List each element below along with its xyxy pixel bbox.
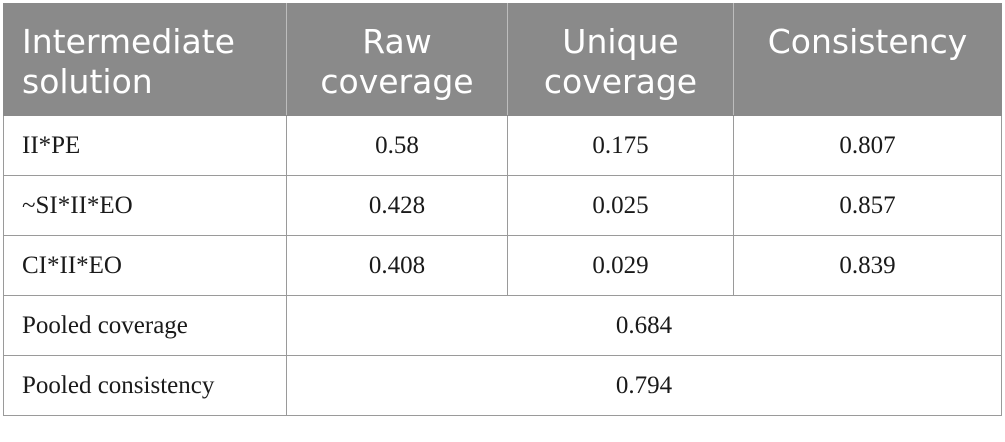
header-line: Raw [362,22,432,61]
table-row: CI*II*EO 0.408 0.029 0.839 [3,235,1002,296]
raw-coverage-cell: 0.58 [286,115,508,176]
solution-cell: CI*II*EO [3,235,287,296]
summary-value: 0.794 [286,355,1002,416]
unique-coverage-cell: 0.029 [507,235,734,296]
raw-coverage-cell: 0.428 [286,175,508,236]
summary-row-pooled-coverage: Pooled coverage 0.684 [3,295,1002,356]
table-row: ~SI*II*EO 0.428 0.025 0.857 [3,175,1002,236]
header-line: Unique [562,22,679,61]
consistency-cell: 0.857 [733,175,1002,236]
header-intermediate-solution: Intermediate solution [3,3,287,116]
unique-coverage-cell: 0.175 [507,115,734,176]
table-header: Intermediate solution Raw coverage Uniqu… [3,3,1002,116]
summary-label: Pooled consistency [3,355,287,416]
header-line: Intermediate [22,22,235,61]
header-line: Consistency [767,22,968,61]
table-body: II*PE 0.58 0.175 0.807 ~SI*II*EO 0.428 0… [3,115,1002,416]
solution-cell: II*PE [3,115,287,176]
consistency-cell: 0.839 [733,235,1002,296]
header-raw-coverage: Raw coverage [286,3,508,116]
raw-coverage-cell: 0.408 [286,235,508,296]
header-row: Intermediate solution Raw coverage Uniqu… [3,3,1002,116]
header-consistency: Consistency [733,3,1002,116]
summary-row-pooled-consistency: Pooled consistency 0.794 [3,355,1002,416]
header-line: solution [22,62,153,101]
header-line: coverage [320,62,474,101]
header-line: coverage [543,62,698,101]
header-unique-coverage: Unique coverage [507,3,734,116]
solution-cell: ~SI*II*EO [3,175,287,236]
summary-label: Pooled coverage [3,295,287,356]
unique-coverage-cell: 0.025 [507,175,734,236]
summary-value: 0.684 [286,295,1002,356]
consistency-cell: 0.807 [733,115,1002,176]
table-row: II*PE 0.58 0.175 0.807 [3,115,1002,176]
results-table: Intermediate solution Raw coverage Uniqu… [3,3,1002,416]
